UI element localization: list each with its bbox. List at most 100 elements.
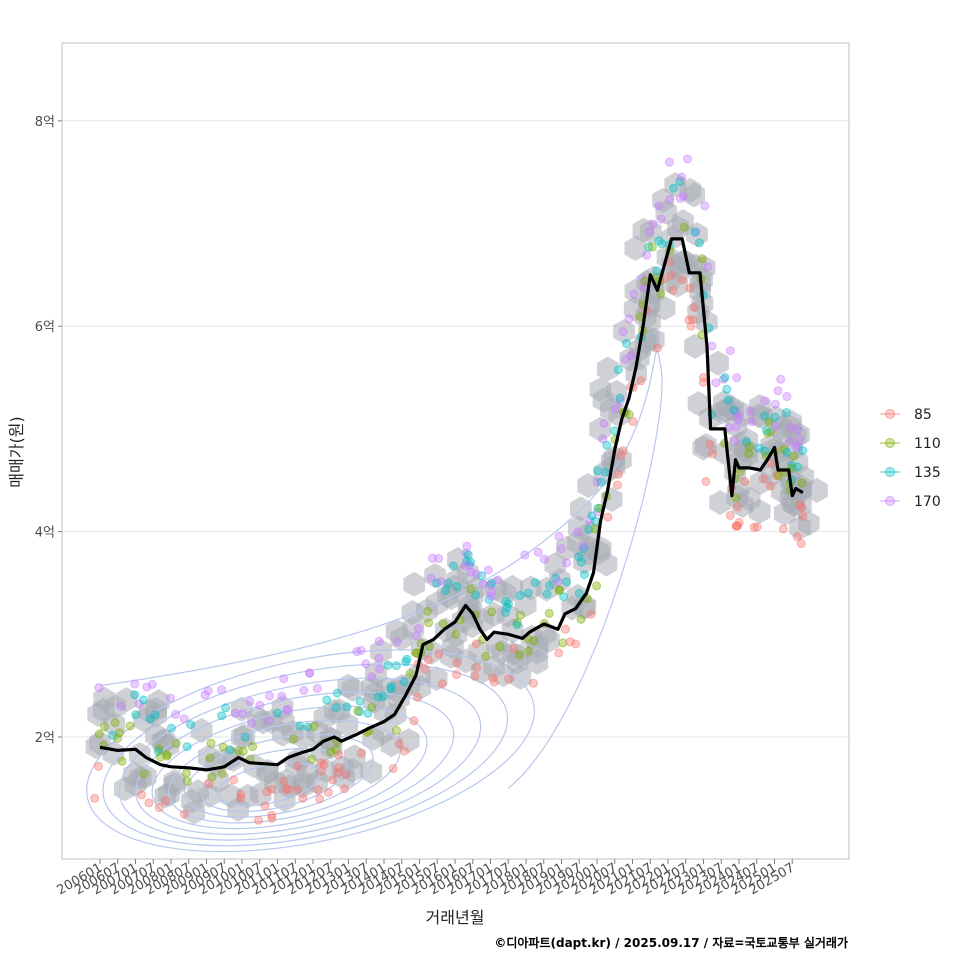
scatter-point xyxy=(556,544,566,554)
scatter-point xyxy=(576,614,586,624)
scatter-point xyxy=(530,578,540,587)
scatter-point xyxy=(703,262,713,272)
hexbin-cell xyxy=(624,235,647,261)
scatter-point xyxy=(781,408,791,418)
scatter-point xyxy=(636,376,646,386)
scatter-point xyxy=(752,522,762,532)
scatter-point xyxy=(481,651,491,661)
hexbin-cell xyxy=(684,333,706,359)
scatter-point xyxy=(574,588,584,598)
scatter-point xyxy=(204,778,214,788)
scatter-point xyxy=(367,702,377,712)
scatter-point xyxy=(386,684,396,694)
legend-label: 170 xyxy=(914,494,941,510)
scatter-point xyxy=(282,705,292,715)
scatter-point xyxy=(452,658,462,668)
legend-key-point xyxy=(885,467,895,477)
scatter-point xyxy=(512,620,522,630)
scatter-point xyxy=(94,761,103,771)
scatter-point xyxy=(735,411,744,421)
scatter-point xyxy=(374,636,384,646)
scatter-point xyxy=(624,314,634,324)
scatter-point xyxy=(654,201,664,211)
hexbin-cell xyxy=(667,215,689,241)
scatter-point xyxy=(593,466,603,476)
scatter-point xyxy=(656,289,666,299)
scatter-point xyxy=(628,417,638,427)
density-contour xyxy=(99,350,663,789)
hexbin-cell xyxy=(806,477,828,503)
scatter-point xyxy=(217,769,227,778)
scatter-point xyxy=(110,718,120,728)
scatter-point xyxy=(451,629,461,639)
scatter-point xyxy=(773,386,783,396)
scatter-point xyxy=(217,711,227,721)
hexbin-cell xyxy=(445,622,468,648)
scatter-point xyxy=(596,477,606,487)
hexbin-cell xyxy=(573,594,595,620)
scatter-point xyxy=(640,276,650,286)
hexbin-cell xyxy=(639,219,662,245)
hexbin-cell xyxy=(360,759,383,784)
scatter-point xyxy=(139,695,148,705)
scatter-point xyxy=(438,619,448,628)
scatter-point xyxy=(593,503,603,513)
scatter-point xyxy=(745,406,755,416)
scatter-point xyxy=(281,784,291,794)
scatter-point xyxy=(139,769,149,779)
scatter-point xyxy=(267,813,277,823)
scatter-point xyxy=(426,573,436,583)
hexbin-cell xyxy=(85,734,108,760)
source-caption: ©디아파트(dapt.kr) / 2025.09.17 / 자료=국토교통부 실… xyxy=(494,935,848,950)
scatter-point xyxy=(356,748,366,758)
scatter-point xyxy=(440,586,450,596)
y-axis-ticks: 2억 4억 6억 8억 xyxy=(35,115,62,746)
scatter-point xyxy=(413,692,422,702)
scatter-point xyxy=(642,250,652,260)
scatter-point xyxy=(182,776,192,786)
scatter-point xyxy=(460,561,470,571)
scatter-point xyxy=(793,425,803,434)
scatter-point xyxy=(391,661,401,671)
scatter-point xyxy=(131,710,141,720)
scatter-point xyxy=(466,584,476,594)
scatter-point xyxy=(355,696,365,706)
scatter-point xyxy=(166,693,175,703)
scatter-point xyxy=(603,512,613,522)
legend-key-point xyxy=(885,409,895,419)
scatter-point xyxy=(206,738,216,748)
scatter-point xyxy=(326,747,336,757)
scatter-point xyxy=(487,607,497,617)
scatter-point xyxy=(732,373,742,383)
density-contour xyxy=(216,762,321,807)
scatter-point xyxy=(478,579,488,589)
scatter-point xyxy=(689,302,699,312)
scatter-point xyxy=(700,201,710,211)
scatter-point xyxy=(667,270,676,280)
scatter-point xyxy=(388,764,398,773)
scatter-point xyxy=(144,798,154,808)
scatter-point xyxy=(624,410,634,419)
scatter-point xyxy=(411,631,421,641)
scatter-point xyxy=(622,339,631,348)
scatter-point xyxy=(792,462,802,472)
scatter-point xyxy=(171,739,181,748)
scatter-point xyxy=(760,411,770,421)
scatter-point xyxy=(236,790,246,799)
scatter-point xyxy=(705,440,715,450)
scatter-point xyxy=(771,421,781,431)
scatter-point xyxy=(332,688,342,698)
scatter-point xyxy=(162,750,172,760)
legend-key-point xyxy=(885,438,895,448)
scatter-point xyxy=(277,691,287,701)
scatter-point xyxy=(656,214,666,224)
scatter-point xyxy=(448,561,458,571)
scatter-point xyxy=(602,440,612,450)
scatter-point xyxy=(147,679,157,689)
scatter-point xyxy=(279,776,289,786)
scatter-point xyxy=(186,720,196,730)
scatter-point xyxy=(428,553,437,563)
scatter-point xyxy=(618,327,628,337)
scatter-point xyxy=(298,793,308,803)
scatter-point xyxy=(797,503,807,513)
